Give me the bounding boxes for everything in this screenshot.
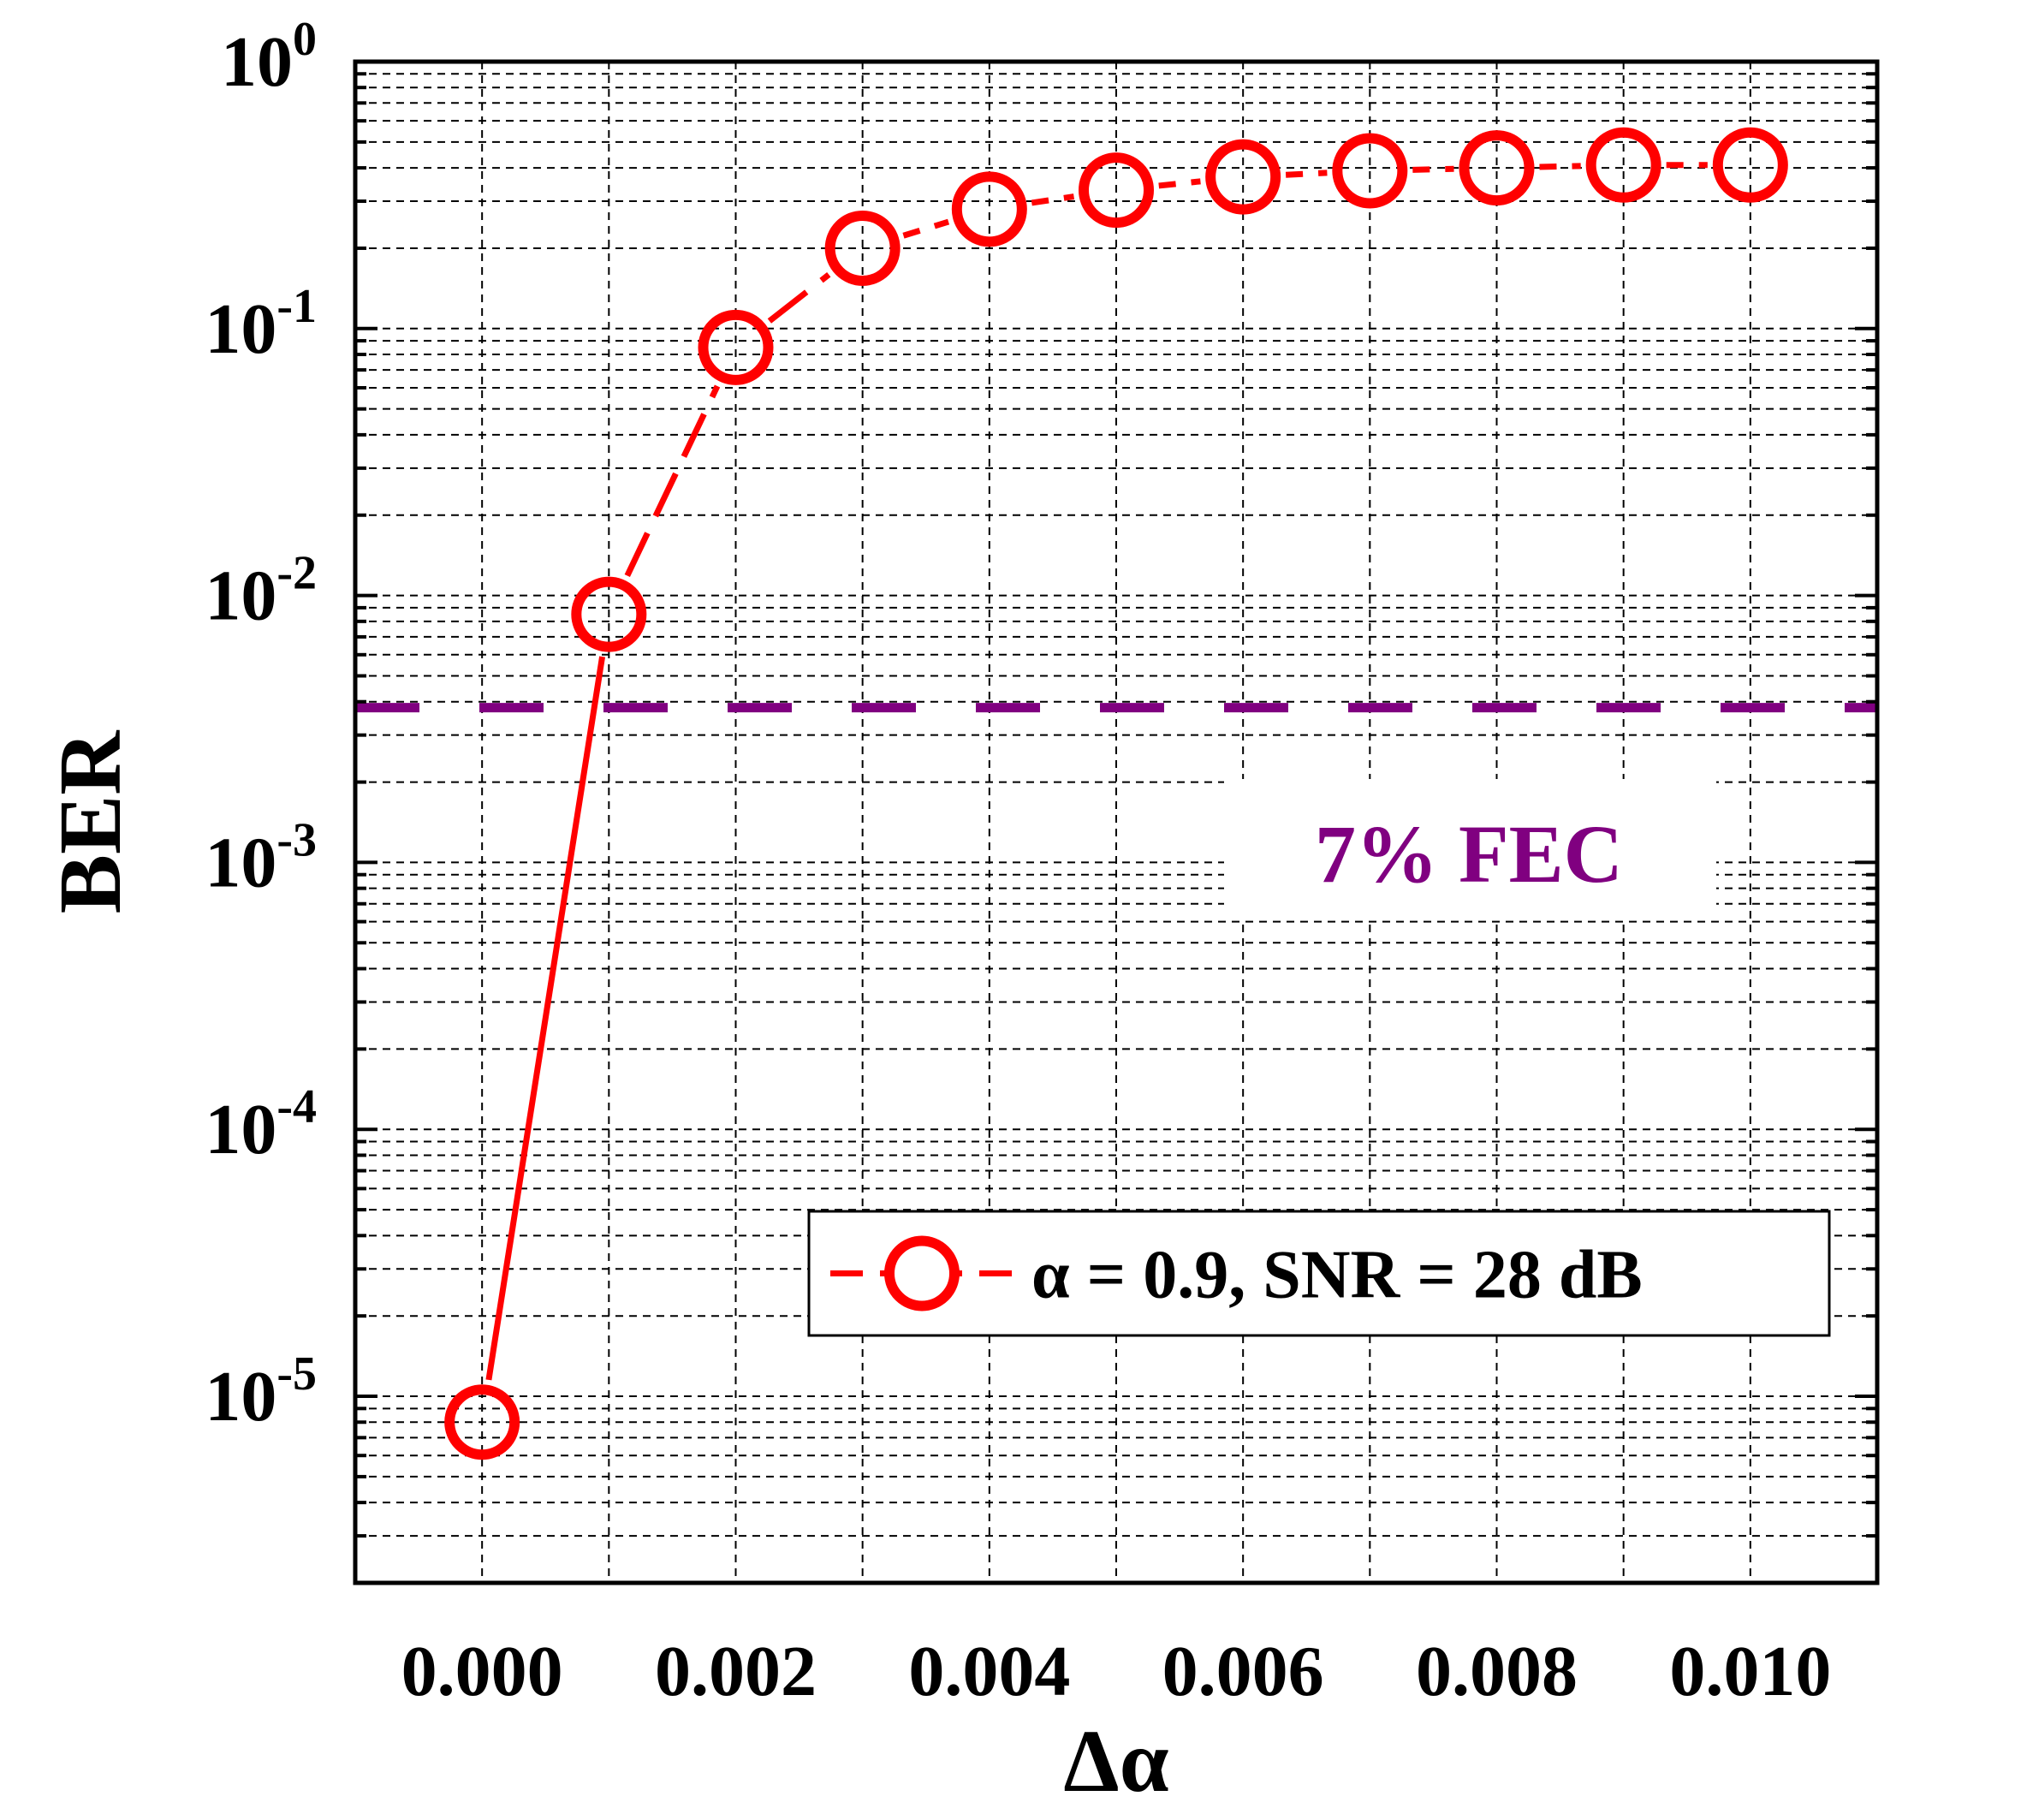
series-segment [1158, 178, 1201, 189]
legend-entry-label: α = 0.9, SNR = 28 dB [1031, 1238, 1643, 1313]
data-point-marker [1459, 130, 1535, 206]
data-point-marker [1585, 127, 1661, 203]
y-tick-label: 10-1 [205, 280, 317, 369]
x-tick-label: 0.004 [908, 1632, 1070, 1711]
x-tick-label: 0.006 [1162, 1632, 1324, 1711]
data-series [444, 127, 1788, 1460]
fec-label-text: 7% FEC [1315, 808, 1623, 900]
x-tick-labels: 0.000 0.002 0.004 0.006 0.008 0.010 [401, 1632, 1832, 1711]
grid-lines [355, 62, 1877, 1583]
series-segment [1031, 193, 1075, 206]
y-tick-label: 100 [221, 13, 317, 102]
data-point-marker [444, 1384, 520, 1460]
data-point-marker [1332, 133, 1408, 209]
legend: α = 0.9, SNR = 28 dB [807, 1210, 1831, 1337]
legend-marker-circle [884, 1235, 960, 1311]
series-segment [485, 656, 606, 1381]
legend-box [807, 1210, 1831, 1337]
y-tick-label: 10-3 [205, 813, 317, 902]
fec-label-background [1224, 779, 1716, 920]
y-tick-label: 10-2 [205, 547, 317, 636]
data-point-marker [1205, 139, 1281, 215]
x-tick-label: 0.008 [1416, 1632, 1578, 1711]
plot-frame [353, 59, 1880, 1585]
series-segment [767, 271, 831, 324]
y-tick-labels: 100 10-1 10-2 10-3 10-4 10-5 [205, 13, 317, 1436]
series-segment [1285, 170, 1328, 178]
y-tick-label: 10-5 [205, 1347, 317, 1436]
y-axis-label: BER [41, 729, 140, 914]
x-tick-label: 0.010 [1669, 1632, 1831, 1711]
data-point-marker [824, 210, 901, 286]
series-segment [902, 218, 950, 239]
y-tick-label: 10-4 [205, 1080, 317, 1169]
series-segment [1539, 163, 1581, 170]
fec-label: 7% FEC [1224, 779, 1716, 920]
x-tick-label: 0.002 [655, 1632, 817, 1711]
data-point-marker [1079, 152, 1154, 229]
x-tick-label: 0.000 [401, 1632, 563, 1711]
series-segment [1412, 165, 1454, 173]
x-axis-label: Δα [1063, 1712, 1168, 1811]
data-point-marker [951, 171, 1027, 247]
data-point-marker [571, 576, 647, 652]
data-point-marker [698, 309, 774, 385]
series-segment [624, 384, 721, 577]
data-point-marker [1712, 127, 1788, 203]
